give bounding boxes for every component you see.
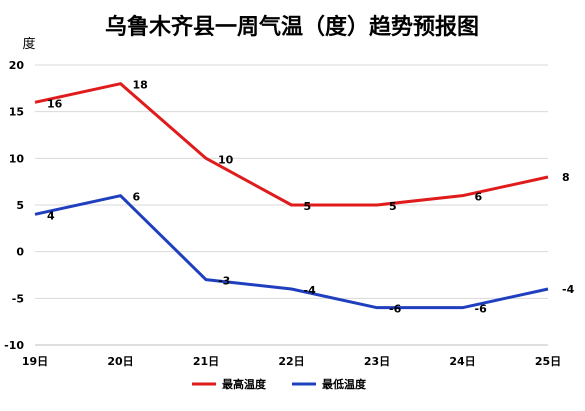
y-axis-unit-label: 度 (22, 36, 35, 52)
data-label: -6 (389, 303, 402, 316)
data-label: 4 (47, 209, 55, 222)
data-labels: 16 18 10 5 5 6 8 4 6 -3 -4 -6 -6 -4 (47, 79, 575, 316)
chart-title: 乌鲁木齐县一周气温（度）趋势预报图 (105, 14, 479, 40)
y-tick-label: 20 (9, 59, 25, 72)
series-lines (35, 84, 548, 308)
legend-label: 最低温度 (322, 377, 367, 391)
x-tick-label: 24日 (449, 355, 475, 368)
data-label: -4 (304, 284, 317, 297)
x-tick-label: 21日 (193, 355, 219, 368)
x-tick-label: 19日 (22, 355, 48, 368)
grid-lines (35, 65, 548, 298)
data-label: 6 (133, 191, 141, 204)
legend: 最高温度 最低温度 (192, 377, 367, 391)
y-tick-label: -10 (4, 339, 24, 352)
data-label: 16 (47, 97, 63, 110)
x-tick-label: 20日 (107, 355, 133, 368)
y-tick-label: -5 (12, 292, 24, 305)
x-tick-label: 23日 (364, 355, 390, 368)
data-label: 8 (562, 171, 570, 184)
x-tick-label: 25日 (535, 355, 561, 368)
y-tick-label: 15 (9, 106, 24, 119)
data-label: 5 (304, 200, 312, 213)
legend-label: 最高温度 (222, 377, 267, 391)
y-tick-label: 0 (16, 246, 24, 259)
axes: 20 15 10 5 0 -5 -10 19日 20日 21日 22日 23日 24日 25日 (4, 59, 561, 368)
data-label: 18 (133, 79, 148, 92)
data-label: -4 (562, 283, 575, 296)
data-label: -3 (218, 275, 230, 288)
data-label: 10 (218, 153, 234, 166)
series-line (35, 84, 548, 205)
y-tick-label: 10 (9, 152, 25, 165)
data-label: -6 (475, 303, 488, 316)
y-tick-label: 5 (16, 199, 24, 212)
x-tick-label: 22日 (278, 355, 304, 368)
data-label: 5 (389, 200, 397, 213)
data-label: 6 (475, 191, 483, 204)
